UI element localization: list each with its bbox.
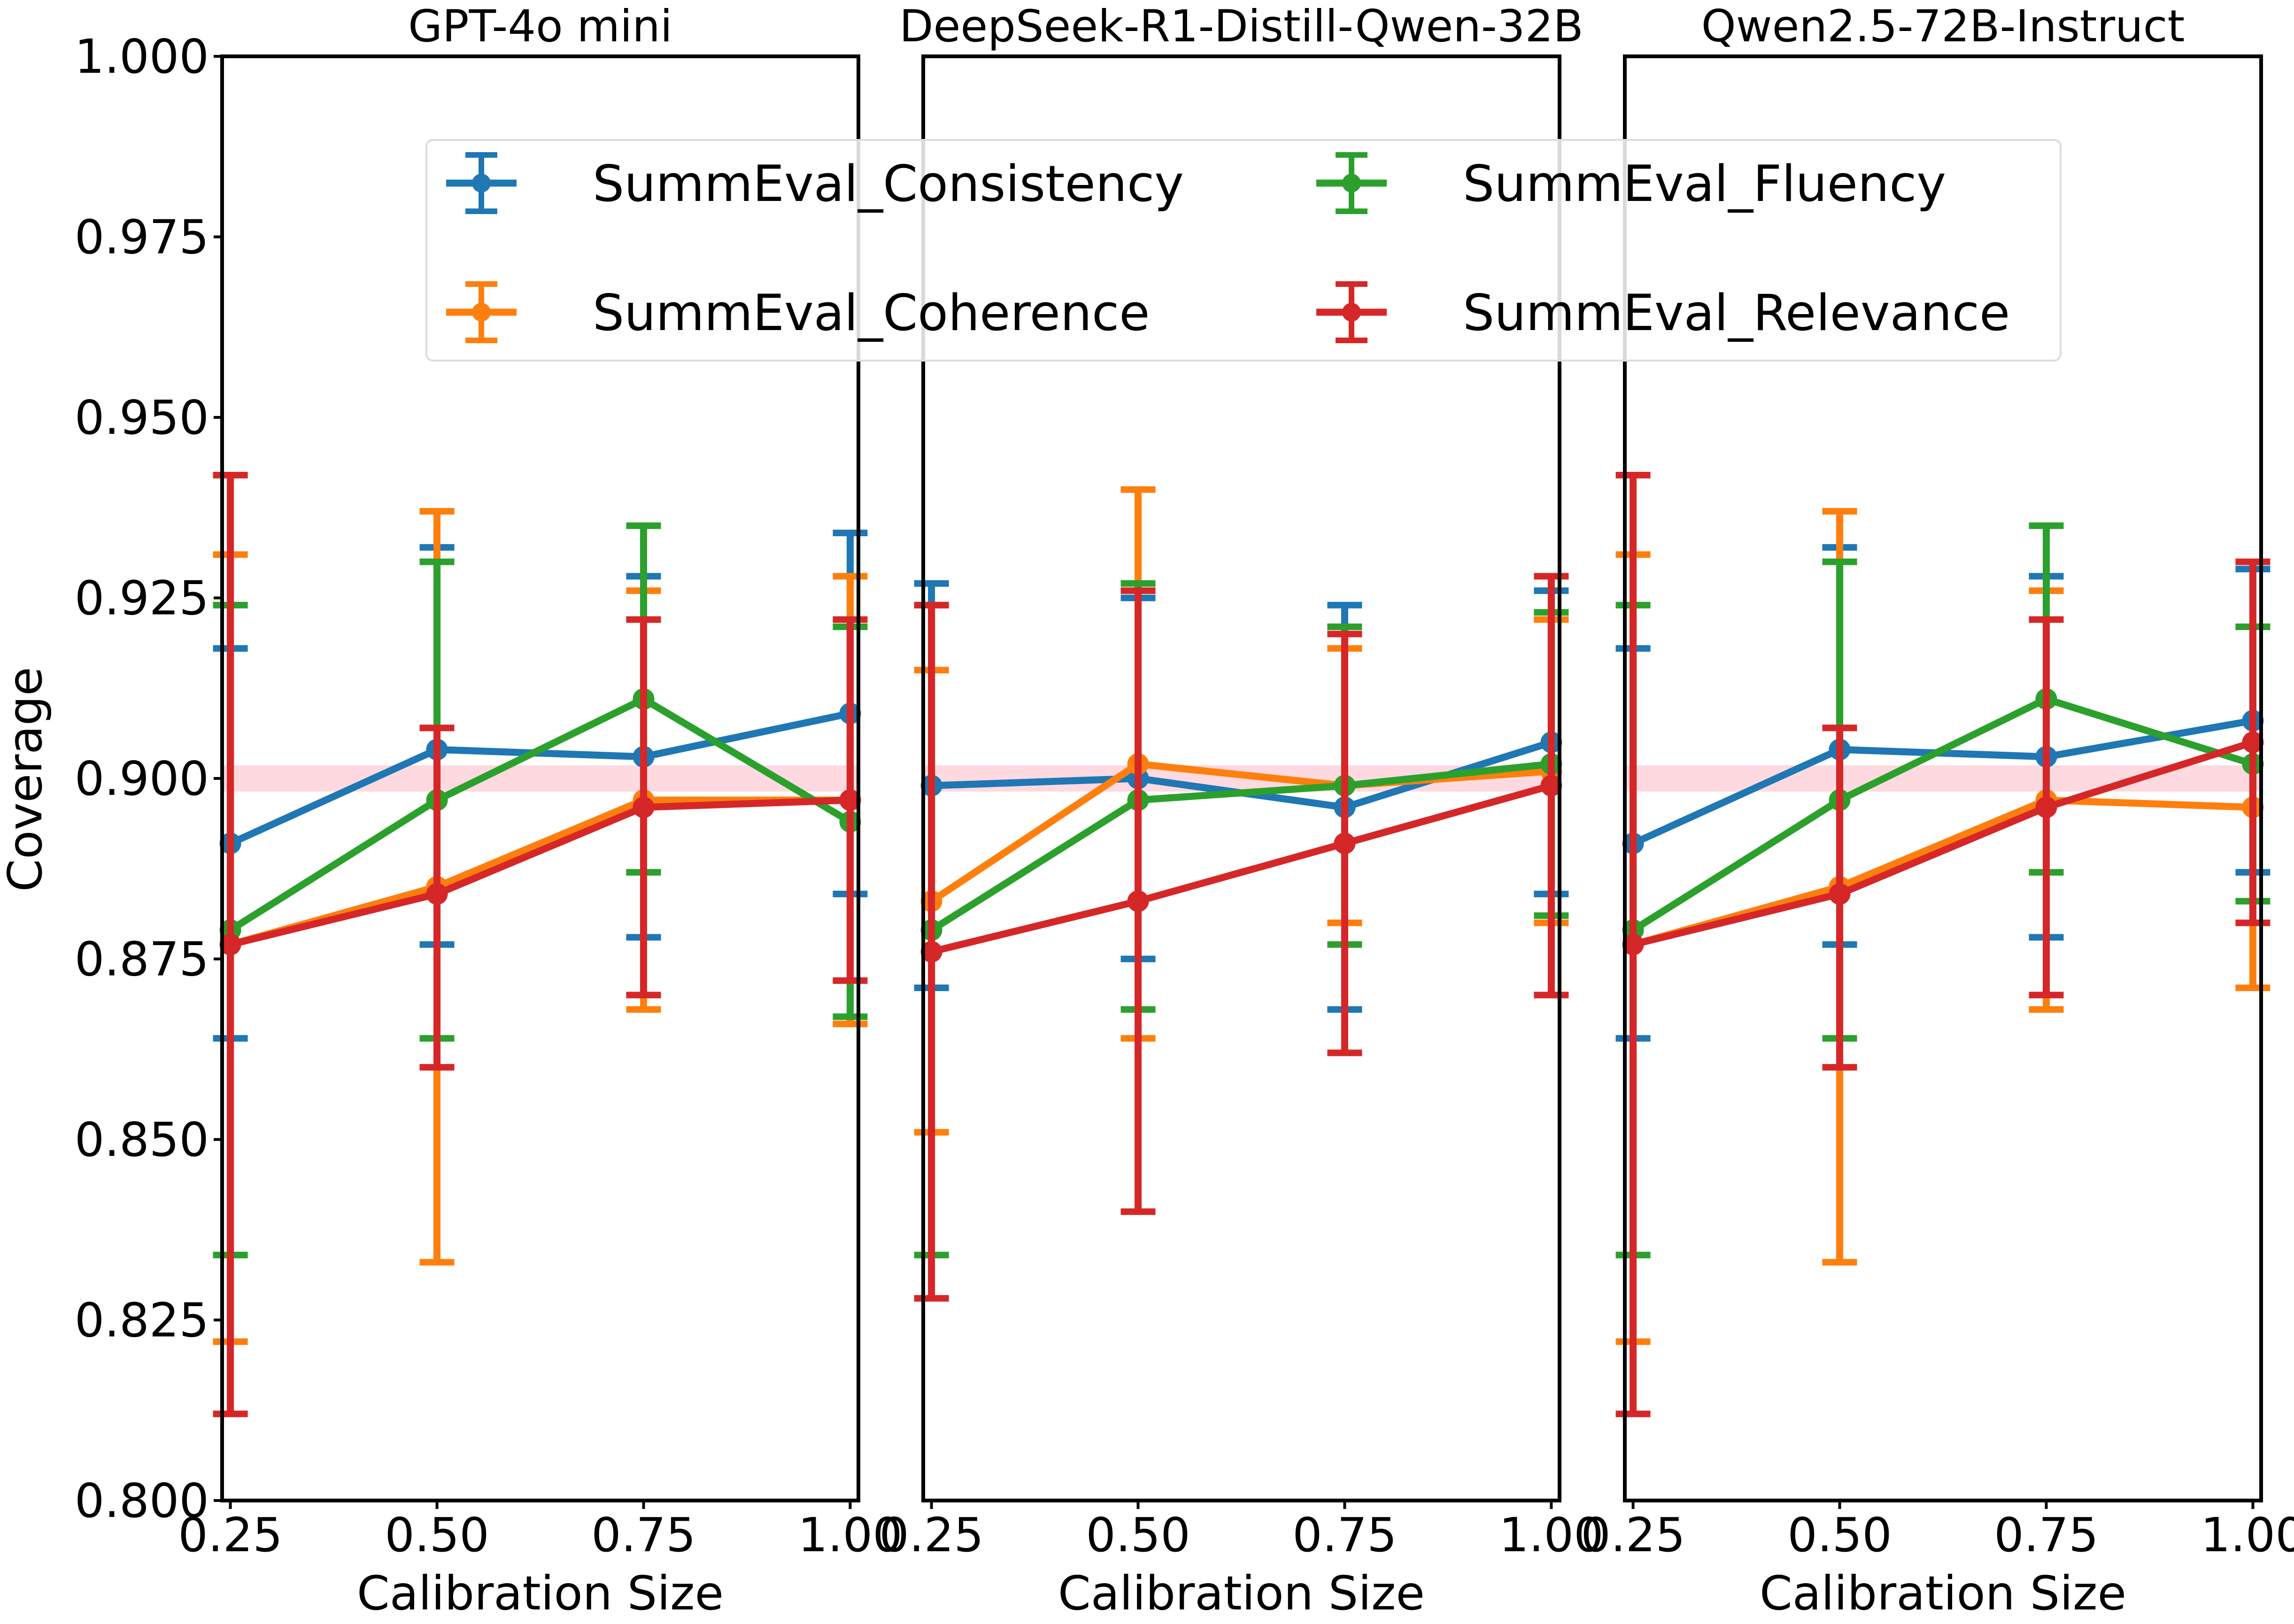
- series-line-summeval-fluency: [929, 760, 1552, 933]
- legend: SummEval_Consistency SummEval_Fluency Summ…: [425, 139, 2062, 362]
- y-tick-label: 0.900: [75, 751, 209, 806]
- data-point-summeval-relevance: [2242, 731, 2264, 754]
- x-tick-label: 1.00: [1499, 1508, 1604, 1562]
- data-point-summeval-relevance: [1540, 775, 1562, 797]
- series-line-summeval-fluency: [228, 695, 852, 933]
- x-tick-label: 0.75: [1994, 1508, 2099, 1562]
- panel-3: Qwen2.5-72B-Instruct 0.25 0.50 0.75 1.00 Cali…: [1581, 1, 2294, 1621]
- series-line-summeval-relevance: [229, 796, 850, 948]
- panel-frame: [921, 54, 1561, 1502]
- panels: GPT-4o mini 0.25 0.50 0.75 1.00 Calibration S…: [75, 1, 2294, 1621]
- legend-label: SummEval_Consistency: [593, 155, 1184, 213]
- data-point-summeval-relevance: [1829, 883, 1851, 905]
- series-summeval-relevance: [1615, 472, 2271, 1417]
- legend-entry-summeval-relevance: SummEval_Relevance: [1316, 281, 2010, 343]
- x-axis-label: Calibration Size: [1058, 1566, 1425, 1621]
- y-tick-label: 0.850: [75, 1112, 209, 1167]
- x-tick-label: 0.75: [1292, 1508, 1397, 1562]
- x-tick-label: 0.50: [385, 1508, 489, 1562]
- series-line-summeval-relevance: [1632, 739, 2254, 948]
- x-tick-label: 1.00: [798, 1508, 903, 1562]
- series-line-summeval-coherence: [929, 760, 1552, 904]
- data-point-summeval-relevance: [219, 933, 241, 955]
- series-summeval-relevance: [213, 472, 868, 1417]
- x-tick-label: 0.75: [591, 1508, 696, 1562]
- legend-marker: [472, 174, 491, 192]
- panel-frame: [1623, 54, 2263, 1502]
- x-tick-label: 0.25: [178, 1508, 283, 1562]
- y-tick-label: 0.925: [75, 571, 209, 626]
- x-axis-label: Calibration Size: [1760, 1566, 2126, 1621]
- legend-marker: [1342, 303, 1361, 322]
- data-point-summeval-relevance: [2035, 796, 2057, 818]
- y-tick-label: 0.800: [75, 1473, 209, 1528]
- data-point-summeval-relevance: [1334, 832, 1356, 854]
- y-tick-label: 0.875: [75, 932, 209, 987]
- series-line-summeval-relevance: [930, 782, 1553, 955]
- y-tick-label: 0.975: [75, 210, 209, 265]
- y-tick-label: 1.000: [75, 29, 209, 84]
- panel-1: GPT-4o mini 0.25 0.50 0.75 1.00 Calibration S…: [75, 1, 903, 1621]
- legend-label: SummEval_Coherence: [593, 284, 1150, 342]
- x-tick-label: 0.50: [1086, 1508, 1190, 1562]
- legend-entry-summeval-fluency: SummEval_Fluency: [1316, 152, 1946, 214]
- legend-label: SummEval_Fluency: [1463, 155, 1946, 213]
- legend-label: SummEval_Relevance: [1463, 284, 2010, 342]
- y-tick-label: 0.825: [75, 1293, 209, 1348]
- data-point-summeval-relevance: [426, 883, 448, 905]
- x-tick-label: 0.50: [1787, 1508, 1892, 1562]
- legend-marker: [472, 303, 491, 322]
- panel-title: GPT-4o mini: [408, 1, 672, 52]
- y-axis-label: Coverage: [0, 667, 53, 892]
- panel-title: Qwen2.5-72B-Instruct: [1701, 1, 2185, 52]
- x-tick-label: 0.25: [1581, 1508, 1685, 1562]
- legend-marker: [1342, 174, 1361, 192]
- panel-2: DeepSeek-R1-Distill-Qwen-32B 0.25 0.50 0.75…: [879, 1, 1603, 1621]
- data-point-summeval-relevance: [1622, 933, 1644, 955]
- data-point-summeval-relevance: [1127, 890, 1149, 912]
- panel-title: DeepSeek-R1-Distill-Qwen-32B: [899, 1, 1583, 52]
- data-point-summeval-relevance: [633, 796, 655, 818]
- series-summeval-relevance: [914, 573, 1569, 1302]
- legend-box: [425, 139, 2062, 362]
- series-line-summeval-fluency: [1631, 695, 2254, 933]
- x-tick-label: 1.00: [2201, 1508, 2294, 1562]
- y-tick-label: 0.950: [75, 390, 209, 445]
- data-point-summeval-relevance: [839, 789, 861, 811]
- x-axis-label: Calibration Size: [357, 1566, 724, 1621]
- legend-entry-summeval-consistency: SummEval_Consistency: [446, 152, 1184, 214]
- legend-entry-summeval-coherence: SummEval_Coherence: [446, 281, 1150, 343]
- x-tick-label: 0.25: [879, 1508, 984, 1562]
- data-point-summeval-relevance: [920, 941, 942, 963]
